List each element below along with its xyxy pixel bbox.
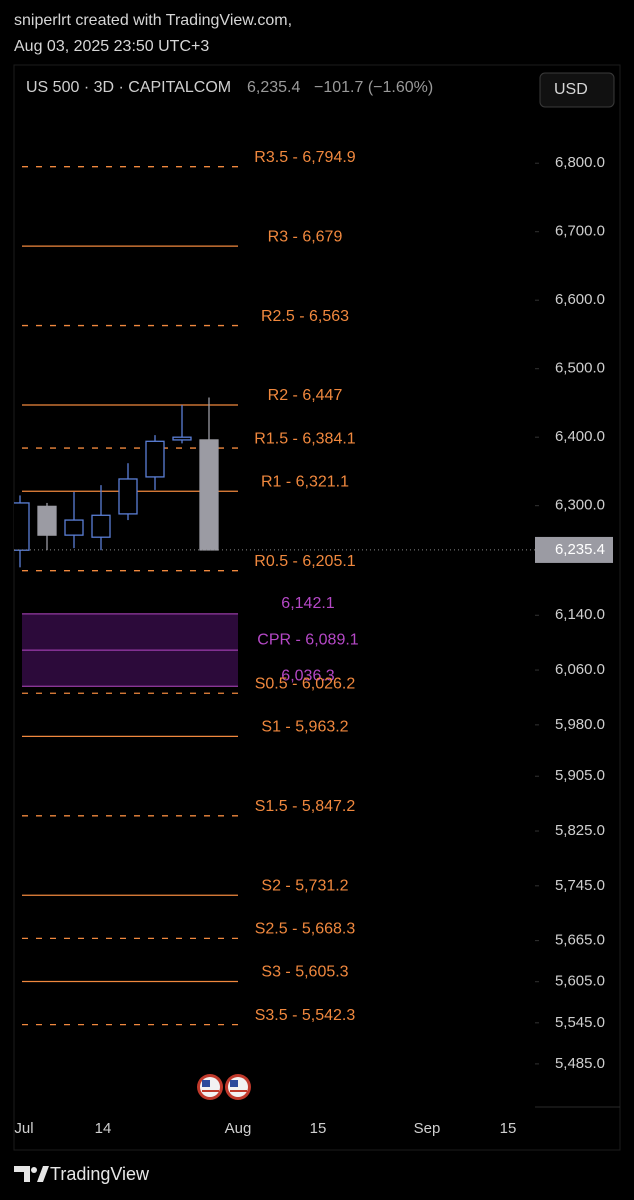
y-tick-label: 6,800.0 (555, 154, 605, 171)
y-tick-label: 6,300.0 (555, 497, 605, 514)
last-price: 6,235.4 (247, 79, 300, 96)
x-tick-label: Aug (225, 1120, 252, 1137)
x-tick-label: 15 (500, 1120, 517, 1137)
pivot-label: S2.5 - 5,668.3 (255, 921, 356, 938)
x-tick-label: Sep (414, 1120, 441, 1137)
y-tick-label: 5,605.0 (555, 973, 605, 990)
candle-body (64, 519, 84, 536)
pivot-label: S1.5 - 5,847.2 (255, 798, 356, 815)
x-tick-label: Jul (14, 1120, 33, 1137)
last-price-tag (535, 536, 613, 563)
last-price-tag-label: 6,235.4 (555, 541, 605, 558)
pivot-label: R3.5 - 6,794.9 (254, 149, 356, 166)
brand: TradingView (50, 1164, 150, 1184)
symbol: US 500 · 3D · CAPITALCOM (26, 79, 231, 96)
candle-body (37, 505, 57, 536)
y-tick-label: 5,745.0 (555, 877, 605, 894)
currency-button[interactable] (539, 72, 615, 108)
event-icons (197, 1074, 251, 1100)
candle-body (145, 440, 165, 478)
pivot-label: R3 - 6,679 (268, 228, 343, 245)
pivot-label: R0.5 - 6,205.1 (254, 553, 356, 570)
y-tick-label: 5,825.0 (555, 822, 605, 839)
currency[interactable]: USD (554, 81, 588, 98)
pivot-label: R1.5 - 6,384.1 (254, 430, 356, 447)
candle-body (172, 436, 192, 441)
x-tick-label: 15 (310, 1120, 327, 1137)
pivot-label: S0.5 - 6,026.2 (255, 675, 356, 692)
x-tick-label: 14 (95, 1120, 112, 1137)
candle-body (91, 514, 111, 538)
y-tick-label: 6,700.0 (555, 223, 605, 240)
y-tick-label: 5,665.0 (555, 932, 605, 949)
cpr-label: CPR - 6,089.1 (257, 631, 358, 648)
pivot-label: S1 - 5,963.2 (261, 719, 348, 736)
timestamp: Aug 03, 2025 23:50 UTC+3 (14, 38, 209, 55)
pivot-label: S2 - 5,731.2 (261, 877, 348, 894)
author: sniperlrt created with TradingView.com, (14, 12, 292, 29)
y-tick-label: 5,905.0 (555, 767, 605, 784)
candle-body (118, 478, 138, 515)
y-tick-label: 5,545.0 (555, 1014, 605, 1031)
cpr-label: 6,142.1 (281, 595, 334, 612)
pivot-label: R2 - 6,447 (268, 387, 343, 404)
pivot-label: R1 - 6,321.1 (261, 473, 349, 490)
y-tick-label: 6,500.0 (555, 360, 605, 377)
plot-area (14, 166, 238, 1026)
y-tick-label: 6,400.0 (555, 428, 605, 445)
y-tick-label: 5,980.0 (555, 716, 605, 733)
pivot-label: S3.5 - 5,542.3 (255, 1007, 356, 1024)
price-change: −101.7 (−1.60%) (314, 79, 433, 96)
cpr-label: 6,036.3 (281, 668, 334, 685)
pivot-label: R2.5 - 6,563 (261, 308, 349, 325)
y-tick-label: 6,600.0 (555, 291, 605, 308)
tradingview-logo (14, 1166, 49, 1182)
y-tick-label: 5,485.0 (555, 1055, 605, 1072)
pivot-label: S3 - 5,605.3 (261, 964, 348, 981)
y-tick-label: 6,140.0 (555, 606, 605, 623)
candle-body (199, 439, 219, 551)
candle-body (14, 502, 30, 551)
y-tick-label: 6,060.0 (555, 661, 605, 678)
